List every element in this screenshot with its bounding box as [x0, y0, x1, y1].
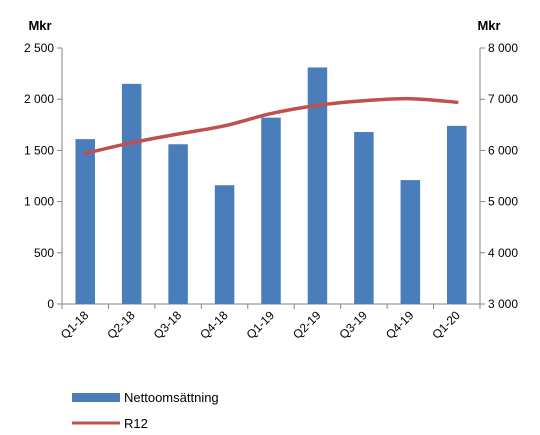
right-axis-unit: Mkr	[477, 18, 500, 33]
x-tick-label: Q4-18	[197, 308, 231, 342]
right-tick-label: 5 000	[488, 195, 518, 209]
right-axis: Mkr 3 000 4 000 5 000 6 000 7 000 8 000	[477, 18, 518, 311]
left-axis: Mkr 0 500 1 000 1 500 2 000 2 500	[24, 18, 62, 311]
right-tick-label: 6 000	[488, 143, 518, 157]
legend-swatch-nettoomsattning	[72, 393, 120, 402]
legend-label-r12: R12	[124, 416, 148, 431]
x-tick-label: Q1-18	[58, 308, 92, 342]
left-tick-label: 1 500	[24, 143, 54, 157]
bar-nettoomsattning	[121, 83, 142, 304]
bar-series	[75, 67, 467, 305]
bar-nettoomsattning	[354, 131, 374, 304]
left-tick-label: 2 500	[24, 41, 54, 55]
x-axis: Q1-18 Q2-18 Q3-18 Q4-18 Q1-19 Q2-19 Q3-19 Q4-19…	[58, 304, 481, 342]
x-tick-label: Q2-19	[290, 308, 324, 342]
left-tick-label: 0	[47, 297, 54, 311]
left-axis-unit: Mkr	[28, 18, 51, 33]
x-tick-label: Q1-20	[429, 308, 463, 342]
left-tick-label: 500	[34, 246, 54, 260]
right-tick-label: 8 000	[488, 41, 518, 55]
x-tick-label: Q3-19	[337, 308, 371, 342]
bar-nettoomsattning	[400, 180, 421, 304]
right-tick-label: 7 000	[488, 92, 518, 106]
bar-nettoomsattning	[307, 67, 328, 305]
x-tick-label: Q4-19	[383, 308, 417, 342]
x-tick-label: Q1-19	[244, 308, 278, 342]
right-tick-label: 4 000	[488, 246, 518, 260]
legend-label-nettoomsattning: Nettoomsättning	[124, 390, 219, 405]
x-tick-label: Q3-18	[151, 308, 185, 342]
bar-nettoomsattning	[214, 185, 235, 304]
right-tick-label: 3 000	[488, 297, 518, 311]
left-tick-label: 2 000	[24, 92, 54, 106]
left-tick-label: 1 000	[24, 195, 54, 209]
bar-nettoomsattning	[261, 117, 281, 304]
bar-nettoomsattning	[447, 125, 467, 304]
x-tick-label: Q2-18	[104, 308, 138, 342]
bar-nettoomsattning	[75, 139, 95, 304]
bar-nettoomsattning	[168, 144, 188, 304]
legend: Nettoomsättning R12	[72, 390, 219, 431]
line-series	[83, 96, 459, 156]
